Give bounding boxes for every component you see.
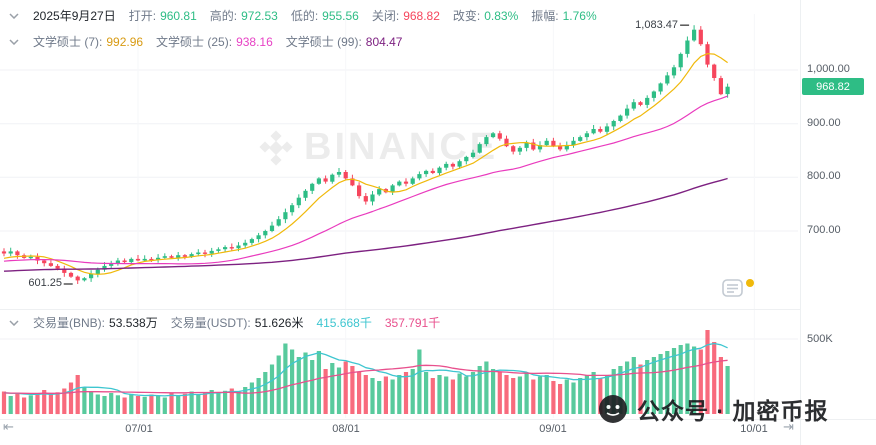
time-axis-label: 10/01: [740, 423, 768, 435]
volume-legend: 交易量(BNB): 53.538万 交易量(USDT): 51.626米 415.6…: [8, 314, 440, 331]
ohlc-legend: 2025年9月27日 打开: 960.81 高的: 972.53 低的: 955.56…: [8, 7, 597, 24]
notification-dot: [746, 279, 754, 287]
ma99-legend: 文学硕士 (99): 804.47: [285, 34, 403, 50]
price-axis-label: 700.00: [807, 224, 841, 236]
legend-close: 关闭: 968.82: [371, 8, 440, 24]
chevron-down-icon[interactable]: [8, 10, 20, 22]
binance-logo-icon: [259, 129, 293, 166]
low-price-marker: 601.25: [28, 277, 62, 289]
legend-change: 改变: 0.83%: [452, 8, 519, 24]
ma-legend: 文学硕士 (7): 992.96 文学硕士 (25): 938.16 文学硕士 (9…: [8, 33, 402, 50]
channel-watermark: 公众号 · 加密币报: [598, 392, 828, 426]
price-axis-label: 900.00: [807, 117, 841, 129]
legend-low: 低的: 955.56: [290, 8, 359, 24]
channel-watermark-text: 公众号 · 加密币报: [637, 398, 829, 424]
volume-usdt: 交易量(USDT): 51.626米: [170, 316, 304, 330]
wechat-icon: [599, 395, 627, 423]
high-price-marker: 1,083.47: [635, 19, 678, 31]
price-axis-label: 1,000.00: [807, 63, 850, 75]
ma7-legend: 文学硕士 (7): 992.96: [33, 34, 144, 50]
binance-watermark-text: BINANCE: [304, 126, 499, 168]
legend-open: 打开: 960.81: [128, 8, 197, 24]
scroll-to-start-icon[interactable]: ⇤: [3, 419, 14, 434]
chevron-down-icon[interactable]: [8, 36, 20, 48]
pane-divider[interactable]: [0, 309, 800, 310]
time-axis-label: 09/01: [539, 423, 567, 435]
time-axis-label: 07/01: [125, 423, 153, 435]
volume-bnb: 交易量(BNB): 53.538万: [33, 316, 158, 330]
time-axis-divider: [0, 419, 876, 420]
volume-axis-label: 500K: [807, 333, 833, 345]
volume-ma-slow-value: 357.791千: [384, 316, 441, 330]
scroll-to-end-icon[interactable]: ⇥: [783, 419, 794, 434]
last-price-badge: 968.82: [802, 78, 864, 95]
time-axis-label: 08/01: [332, 423, 360, 435]
legend-amplitude: 振幅: 1.76%: [531, 8, 597, 24]
legend-date: 2025年9月27日: [33, 9, 116, 23]
ma25-legend: 文学硕士 (25): 938.16: [156, 34, 273, 50]
list-icon[interactable]: [722, 279, 743, 302]
price-axis-label: 800.00: [807, 170, 841, 182]
binance-watermark: BINANCE: [258, 126, 498, 169]
price-axis[interactable]: 1,000.00 900.00 800.00 700.00 500K 968.8…: [800, 0, 876, 445]
volume-ma-fast-value: 415.668千: [316, 316, 372, 330]
chevron-down-icon[interactable]: [8, 317, 20, 329]
legend-high: 高的: 972.53: [209, 8, 278, 24]
